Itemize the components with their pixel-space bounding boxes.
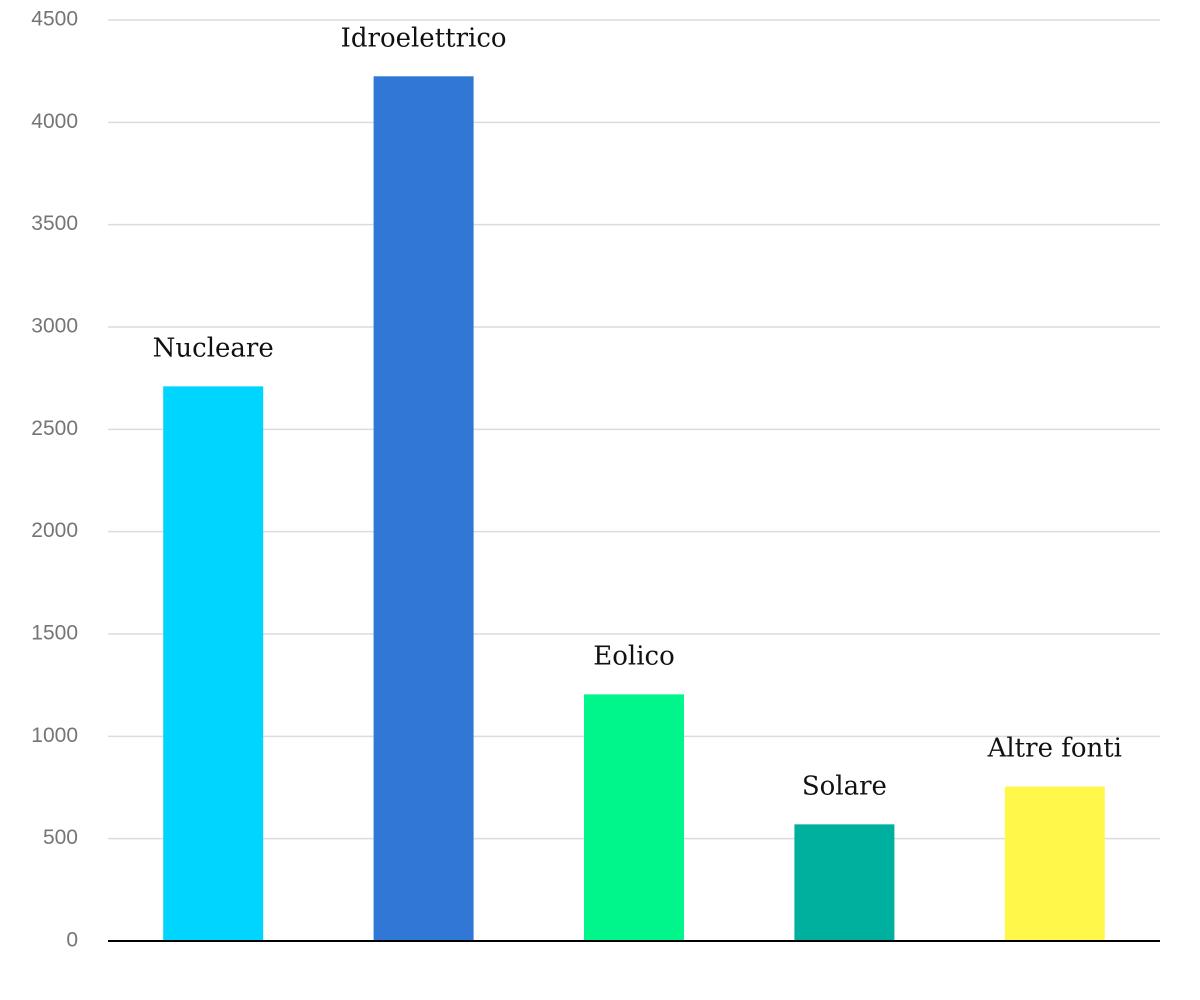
bar: [163, 386, 264, 941]
bar: [584, 694, 684, 941]
y-tick-label: 3000: [31, 315, 78, 338]
y-tick-label: 4000: [31, 110, 78, 133]
y-tick-label: 500: [43, 826, 78, 849]
y-tick-label: 2500: [31, 417, 78, 440]
y-tick-label: 1500: [31, 622, 78, 645]
bar-category-label: Eolico: [593, 641, 674, 671]
y-tick-label: 0: [66, 929, 78, 952]
bar-category-label: Solare: [802, 771, 887, 801]
bar: [1004, 786, 1105, 941]
bar-category-label: Nucleare: [153, 333, 274, 363]
bar-category-label: Idroelettrico: [341, 23, 507, 53]
y-tick-label: 2000: [31, 519, 78, 542]
bar: [373, 76, 474, 942]
bar: [794, 824, 895, 941]
bar-category-label: Altre fonti: [987, 733, 1122, 763]
y-tick-label: 1000: [31, 724, 78, 747]
y-tick-label: 3500: [31, 212, 78, 235]
y-tick-label: 4500: [31, 8, 78, 31]
